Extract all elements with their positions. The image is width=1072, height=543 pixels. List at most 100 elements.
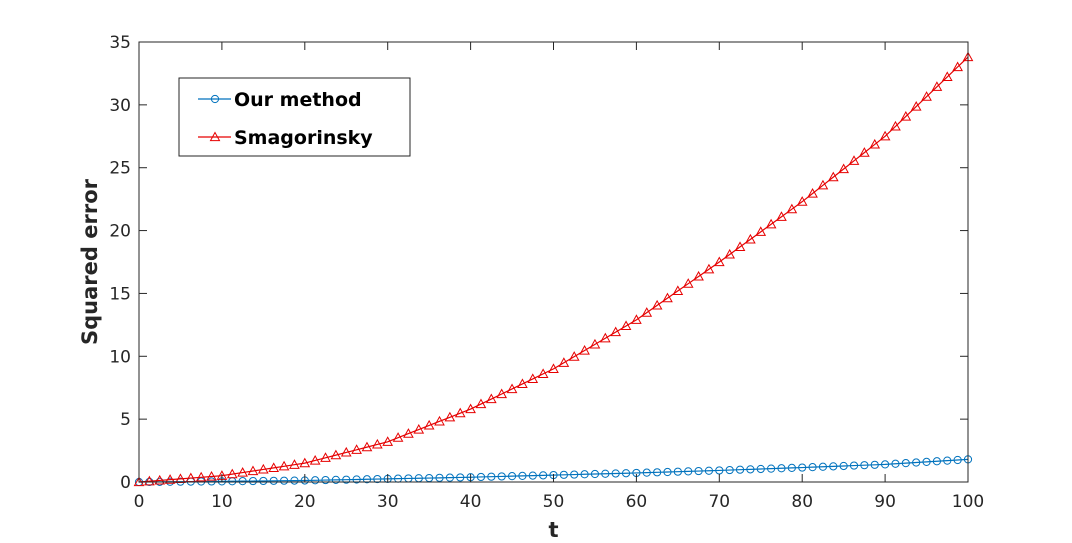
data-point (207, 477, 216, 486)
data-point (787, 463, 796, 473)
data-point (268, 462, 280, 472)
data-point (269, 476, 278, 485)
legend-label: Smagorinsky (234, 127, 373, 149)
legend: Our method Smagorinsky (178, 77, 411, 157)
data-point (786, 203, 798, 214)
data-point (755, 226, 767, 236)
data-point (620, 320, 632, 331)
data-point (912, 458, 921, 467)
data-point (662, 292, 673, 303)
data-point (922, 457, 931, 466)
data-point (506, 383, 518, 394)
data-point (651, 299, 663, 310)
data-point (362, 475, 372, 484)
data-point (403, 428, 414, 438)
data-point (518, 471, 527, 480)
data-point (891, 459, 900, 468)
data-point (247, 465, 259, 476)
data-point (745, 233, 756, 244)
y-tick-label: 25 (109, 159, 131, 179)
data-point (392, 432, 404, 442)
data-point (373, 474, 382, 484)
data-point (860, 461, 869, 470)
data-point (693, 270, 704, 281)
data-point (901, 459, 910, 468)
data-point (321, 475, 330, 485)
data-point (610, 326, 622, 337)
data-point (487, 472, 496, 481)
data-point (746, 465, 755, 474)
data-point (309, 454, 321, 465)
data-point (454, 407, 466, 418)
data-point (361, 441, 373, 452)
data-point (456, 473, 465, 482)
data-point (445, 473, 454, 482)
data-point (807, 187, 818, 198)
data-point (528, 471, 537, 480)
data-point (278, 460, 290, 471)
data-point (340, 446, 352, 457)
data-point (548, 363, 559, 373)
data-point (881, 460, 890, 469)
data-point (870, 460, 879, 469)
series-layer (133, 51, 974, 487)
data-point (299, 457, 311, 468)
data-point (590, 469, 600, 479)
data-point (226, 468, 238, 479)
data-point (952, 61, 963, 72)
data-point (776, 211, 787, 221)
data-point (673, 467, 682, 476)
x-tick-label: 0 (134, 492, 145, 512)
y-axis-label: Squared error (78, 178, 102, 345)
data-point (921, 91, 932, 101)
data-point (475, 398, 487, 409)
data-point (817, 179, 829, 190)
data-point (144, 475, 155, 486)
data-point (941, 71, 953, 81)
data-point (796, 196, 808, 206)
data-point (704, 466, 714, 475)
data-point (558, 357, 570, 367)
data-point (641, 307, 653, 317)
data-point (320, 452, 331, 462)
data-point (849, 461, 859, 470)
data-point (900, 110, 912, 121)
legend-marker (209, 131, 221, 142)
data-point (932, 457, 942, 466)
data-point (756, 464, 765, 474)
data-point (289, 459, 300, 469)
data-point (259, 476, 268, 486)
y-tick-label: 10 (109, 347, 131, 367)
data-point (413, 423, 425, 434)
data-point (798, 463, 807, 472)
series-smagorinsky (133, 51, 974, 487)
data-point (808, 463, 817, 472)
data-point (735, 465, 745, 474)
data-point (568, 351, 580, 361)
data-point (290, 476, 299, 485)
data-point (827, 171, 839, 182)
y-tick-label: 5 (120, 410, 131, 430)
x-tick-label: 10 (211, 492, 233, 512)
data-point (258, 463, 269, 474)
data-point (682, 278, 694, 288)
data-point (580, 470, 589, 479)
x-tick-label: 50 (543, 492, 565, 512)
data-point (601, 469, 610, 478)
x-axis-label: t (548, 518, 558, 542)
data-point (838, 163, 849, 174)
data-point (559, 470, 568, 479)
data-point (713, 256, 725, 267)
x-tick-label: 20 (294, 492, 316, 512)
data-point (611, 469, 620, 478)
data-point (435, 473, 444, 482)
data-point (725, 465, 734, 475)
data-point (351, 444, 362, 454)
data-point (765, 218, 777, 229)
data-point (238, 477, 247, 486)
x-tick-label: 60 (626, 492, 648, 512)
data-point (953, 455, 962, 465)
data-point (539, 471, 548, 480)
legend-item: Smagorinsky (198, 127, 373, 149)
